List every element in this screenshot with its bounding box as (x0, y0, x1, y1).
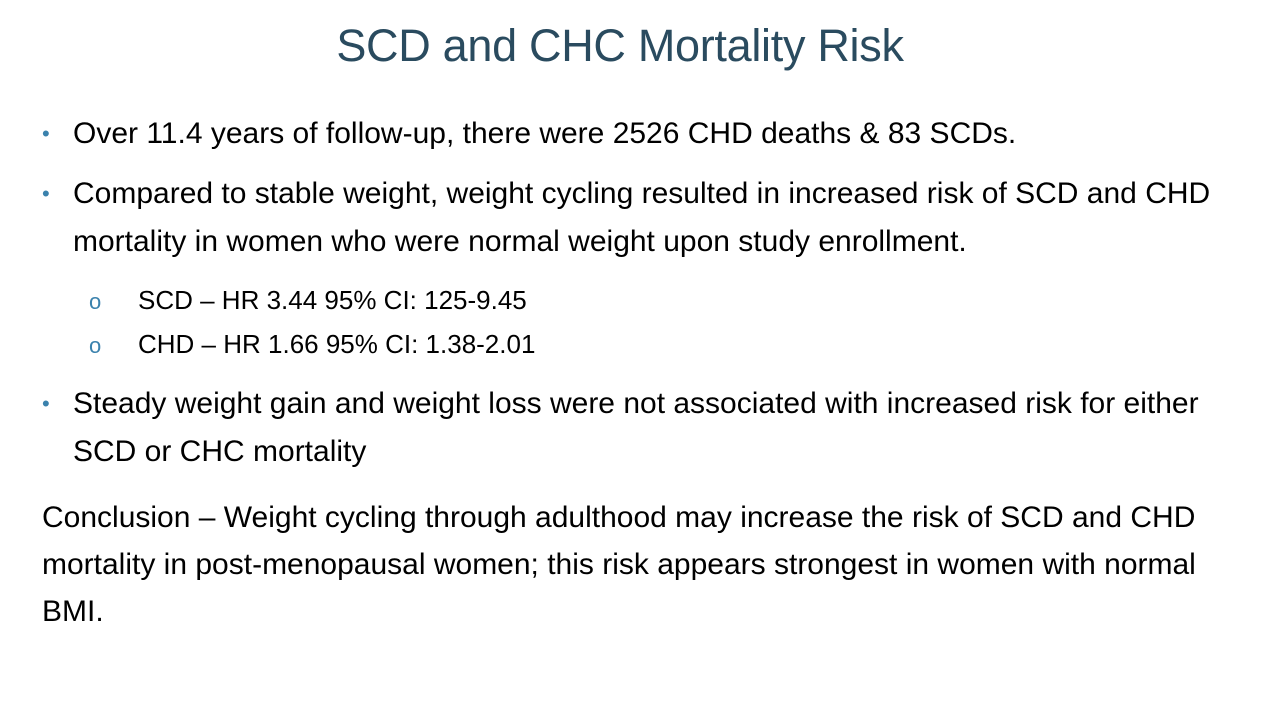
sub-bullet-list: o SCD – HR 3.44 95% CI: 125-9.45 o CHD –… (42, 278, 1242, 366)
sub-bullet-circle-icon: o (89, 289, 102, 314)
bullet-text: Over 11.4 years of follow-up, there were… (73, 117, 1017, 150)
sub-bullet-item: o SCD – HR 3.44 95% CI: 125-9.45 (42, 278, 1242, 322)
bullet-dot-icon: • (42, 121, 50, 146)
sub-bullet-text: CHD – HR 1.66 95% CI: 1.38-2.01 (138, 329, 536, 359)
sub-bullet-text: SCD – HR 3.44 95% CI: 125-9.45 (138, 285, 527, 315)
bullet-text: Compared to stable weight, weight cyclin… (73, 177, 1211, 258)
bullet-text: Steady weight gain and weight loss were … (73, 387, 1199, 468)
slide-title: SCD and CHC Mortality Risk (336, 20, 904, 71)
sub-bullet-circle-icon: o (89, 333, 102, 358)
bullet-item: • Compared to stable weight, weight cycl… (42, 170, 1242, 266)
bullet-dot-icon: • (42, 181, 50, 206)
sub-bullet-item: o CHD – HR 1.66 95% CI: 1.38-2.01 (42, 322, 1242, 366)
bullet-dot-icon: • (42, 391, 50, 416)
bullet-item: • Over 11.4 years of follow-up, there we… (42, 110, 1242, 158)
slide-content: • Over 11.4 years of follow-up, there we… (42, 110, 1242, 635)
bullet-item: • Steady weight gain and weight loss wer… (42, 380, 1242, 476)
conclusion-text: Conclusion – Weight cycling through adul… (42, 501, 1196, 628)
